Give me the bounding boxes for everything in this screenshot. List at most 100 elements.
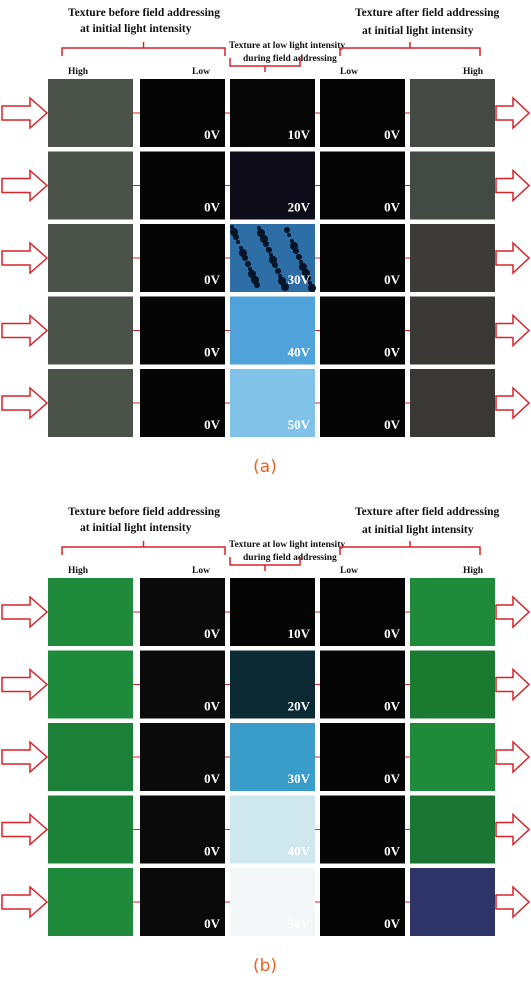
- header-middle: during field addressing: [243, 553, 337, 563]
- panel: Texture before field addressing at initia…: [2, 7, 529, 477]
- texture-image: [48, 79, 133, 147]
- voltage-label: 20V: [288, 200, 311, 215]
- arrow-left: [2, 243, 47, 273]
- voltage-label: 30V: [288, 771, 311, 786]
- texture-dot: [245, 261, 251, 267]
- texture-image: [410, 224, 495, 292]
- header-right: at initial light intensity: [362, 25, 474, 37]
- arrow-right: [496, 316, 529, 346]
- voltage-label: 0V: [204, 345, 221, 360]
- texture-image: [48, 723, 133, 791]
- voltage-label: 0V: [384, 345, 401, 360]
- texture-dot: [248, 270, 256, 278]
- arrow-right: [496, 171, 529, 201]
- texture-dot: [287, 233, 291, 237]
- arrow-left: [2, 887, 47, 917]
- texture-image: [48, 224, 133, 292]
- column-label: Low: [340, 67, 358, 77]
- voltage-label: 0V: [204, 699, 221, 714]
- voltage-label: 10V: [288, 127, 311, 142]
- texture-image: [48, 796, 133, 864]
- voltage-label: 0V: [204, 626, 221, 641]
- voltage-label: 40V: [288, 844, 311, 859]
- texture-image: [410, 369, 495, 437]
- header-right: at initial light intensity: [362, 524, 474, 536]
- bracket: [62, 541, 225, 555]
- voltage-label: 0V: [384, 127, 401, 142]
- texture-image: [410, 79, 495, 147]
- voltage-label: 0V: [384, 417, 401, 432]
- texture-image: [48, 152, 133, 220]
- voltage-label: 0V: [384, 699, 401, 714]
- voltage-label: 20V: [288, 699, 311, 714]
- texture-dot: [263, 241, 269, 247]
- figure: Texture before field addressing at initia…: [0, 0, 531, 981]
- arrow-right: [496, 597, 529, 627]
- texture-dot: [278, 277, 286, 285]
- header-middle: Texture at low light intensity: [229, 540, 345, 550]
- texture-image: [410, 723, 495, 791]
- voltage-label: 0V: [384, 844, 401, 859]
- texture-image: [410, 578, 495, 646]
- column-label: High: [68, 566, 89, 576]
- header-left: Texture before field addressing: [68, 7, 220, 19]
- texture-dot: [296, 254, 300, 258]
- texture-dot: [236, 240, 240, 244]
- voltage-label: 0V: [384, 771, 401, 786]
- voltage-label: 0V: [204, 272, 221, 287]
- header-right: Texture after field addressing: [355, 7, 500, 19]
- voltage-label: 50V: [288, 417, 311, 432]
- arrow-right: [496, 742, 529, 772]
- column-label: Low: [340, 566, 358, 576]
- texture-image: [48, 868, 133, 936]
- arrow-left: [2, 98, 47, 128]
- voltage-label: 0V: [384, 200, 401, 215]
- voltage-label: 0V: [204, 771, 221, 786]
- texture-dot: [242, 255, 248, 261]
- texture-image: [410, 651, 495, 719]
- voltage-label: 30V: [288, 272, 311, 287]
- voltage-label: 0V: [384, 916, 401, 931]
- voltage-label: 0V: [204, 916, 221, 931]
- arrow-left: [2, 815, 47, 845]
- header-middle: during field addressing: [243, 54, 337, 64]
- arrow-left: [2, 388, 47, 418]
- texture-dot: [233, 234, 239, 240]
- header-left: at initial light intensity: [80, 23, 192, 35]
- texture-image: [410, 796, 495, 864]
- column-label: High: [463, 67, 484, 77]
- header-left: Texture before field addressing: [68, 506, 220, 518]
- texture-image: [48, 651, 133, 719]
- arrow-right: [496, 388, 529, 418]
- column-label: Low: [192, 566, 210, 576]
- arrow-left: [2, 316, 47, 346]
- header-left: at initial light intensity: [80, 522, 192, 534]
- arrow-right: [496, 670, 529, 700]
- voltage-label: 0V: [384, 626, 401, 641]
- header-right: Texture after field addressing: [355, 506, 500, 518]
- arrow-left: [2, 742, 47, 772]
- arrow-left: [2, 171, 47, 201]
- texture-dot: [293, 248, 299, 254]
- arrow-right: [496, 98, 529, 128]
- panel-label: (a): [253, 457, 277, 477]
- texture-dot: [272, 262, 278, 268]
- panel-label: (b): [253, 956, 277, 976]
- texture-dot: [284, 227, 290, 233]
- texture-image: [48, 369, 133, 437]
- texture-image: [410, 152, 495, 220]
- column-label: Low: [192, 67, 210, 77]
- texture-dot: [257, 229, 265, 237]
- texture-dot: [266, 247, 270, 251]
- arrow-right: [496, 815, 529, 845]
- column-label: High: [463, 566, 484, 576]
- arrow-left: [2, 670, 47, 700]
- column-label: High: [68, 67, 89, 77]
- voltage-label: 40V: [288, 345, 311, 360]
- arrow-left: [2, 597, 47, 627]
- header-middle: Texture at low light intensity: [229, 41, 345, 51]
- texture-dot: [254, 282, 260, 288]
- arrow-right: [496, 887, 529, 917]
- voltage-label: 0V: [204, 200, 221, 215]
- bracket: [340, 42, 480, 56]
